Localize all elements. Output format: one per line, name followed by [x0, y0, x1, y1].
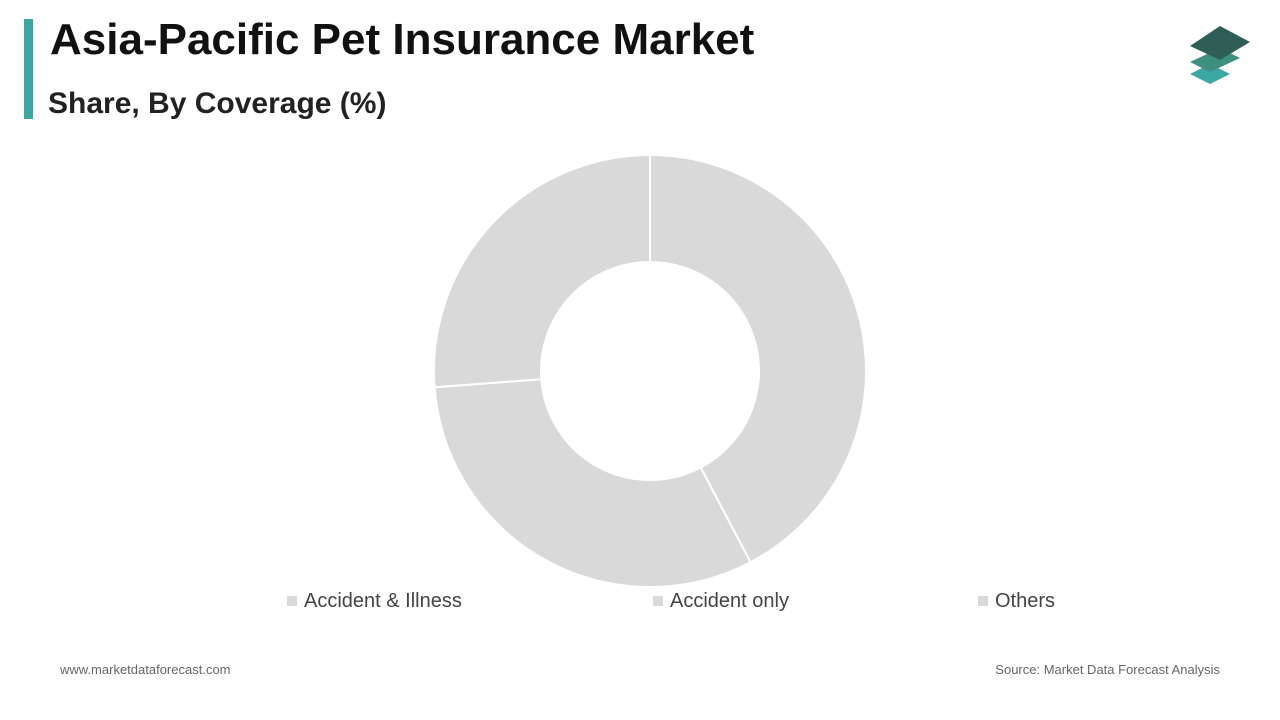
page-subtitle: Share, By Coverage (%) — [48, 87, 387, 120]
legend-item-others: Others — [978, 589, 1055, 613]
legend-label: Others — [995, 589, 1056, 612]
chart-slices — [433, 153, 867, 588]
page-title: Asia-Pacific Pet Insurance Market — [50, 15, 755, 64]
stacked-layers-logo-icon — [1190, 26, 1250, 84]
donut-slice-others — [433, 153, 651, 389]
legend-label: Accident only — [670, 589, 789, 612]
donut-slice-accident-illness — [649, 153, 867, 564]
footer-source: Source: Market Data Forecast Analysis — [995, 662, 1220, 677]
legend-swatch — [978, 596, 988, 606]
footer-website[interactable]: www.marketdataforecast.com — [60, 662, 231, 677]
donut-slice-accident-only — [433, 378, 752, 588]
legend-label: Accident & Illness — [304, 589, 462, 612]
legend-swatch — [287, 596, 297, 606]
legend-item-accident-illness: Accident & Illness — [287, 589, 462, 613]
title-accent-bar — [24, 19, 33, 119]
legend-swatch — [653, 596, 663, 606]
legend-item-accident-only: Accident only — [653, 589, 789, 613]
